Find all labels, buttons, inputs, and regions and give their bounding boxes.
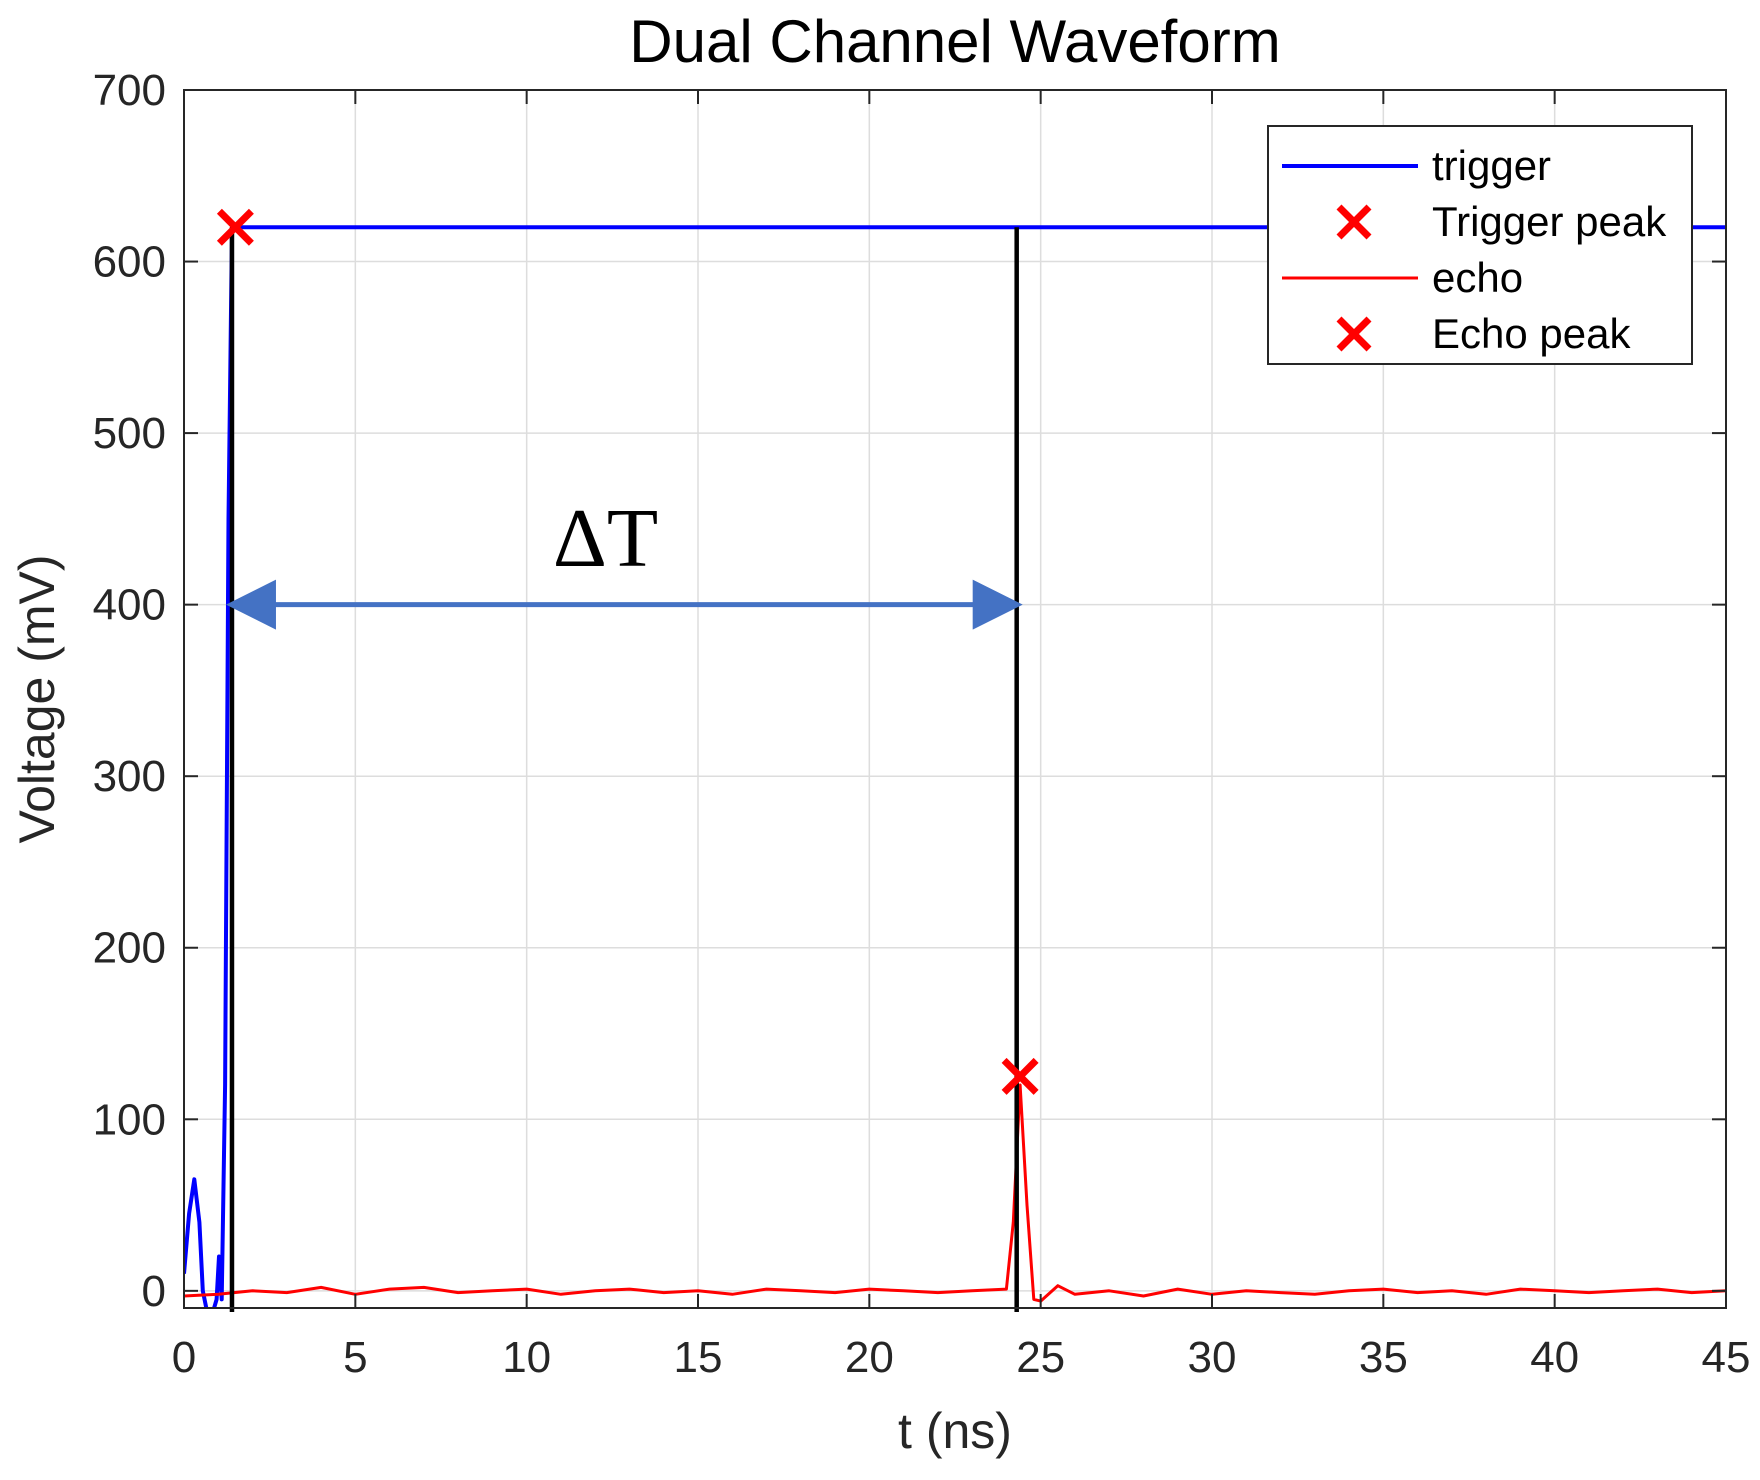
- x-tick-label: 5: [343, 1333, 367, 1382]
- x-tick-label: 35: [1359, 1333, 1408, 1382]
- legend: trigger Trigger peak echo Echo peak: [1267, 125, 1693, 365]
- x-tick-label: 20: [845, 1333, 894, 1382]
- y-tick-label: 100: [93, 1095, 166, 1144]
- y-tick-label: 300: [93, 752, 166, 801]
- x-tick-label: 10: [502, 1333, 551, 1382]
- series-layer: [184, 225, 1726, 1308]
- y-tick-label: 400: [93, 581, 166, 630]
- y-tick-label: 600: [93, 238, 166, 287]
- marker-stroke: [1001, 1057, 1039, 1095]
- legend-label-echo-peak: Echo peak: [1432, 310, 1631, 357]
- legend-label-echo: echo: [1432, 254, 1523, 301]
- marker-stroke: [1336, 316, 1372, 352]
- delta-t-annotation: ΔT: [225, 492, 1023, 630]
- legend-label-trigger: trigger: [1432, 142, 1551, 189]
- delta-t-label: ΔT: [553, 492, 658, 585]
- x-tick-label: 15: [674, 1333, 723, 1382]
- x-tick-label: 25: [1016, 1333, 1065, 1382]
- trigger-series-line: [184, 225, 1726, 1308]
- x-tick-label: 0: [172, 1333, 196, 1382]
- x-tick-label: 45: [1702, 1333, 1751, 1382]
- legend-label-trigger-peak: Trigger peak: [1432, 198, 1667, 245]
- axis-ticks: 0 5 10 15 20 25 30 35 40 45 0 100 200 300 400 500 600 700: [93, 66, 1751, 1382]
- x-axis-title: t (ns): [898, 1403, 1012, 1459]
- legend-swatch-echo-peak: [1336, 316, 1372, 352]
- cursor-layer: [229, 227, 1019, 1312]
- legend-swatch-trigger-peak: [1336, 204, 1372, 240]
- marker-stroke: [1336, 204, 1372, 240]
- y-axis-title: Voltage (mV): [9, 554, 65, 843]
- y-tick-label: 200: [93, 924, 166, 973]
- echo-series-line: [184, 1083, 1726, 1303]
- y-tick-label: 700: [93, 66, 166, 115]
- x-tick-label: 40: [1530, 1333, 1579, 1382]
- echo-peak-marker: [1001, 1057, 1039, 1095]
- plot-frame: [183, 89, 1727, 1309]
- x-tick-label: 30: [1188, 1333, 1237, 1382]
- y-tick-label: 500: [93, 409, 166, 458]
- marker-stroke: [216, 208, 254, 246]
- chart-title: Dual Channel Waveform: [629, 8, 1280, 75]
- y-tick-label: 0: [142, 1267, 166, 1316]
- trigger-peak-marker: [216, 208, 254, 246]
